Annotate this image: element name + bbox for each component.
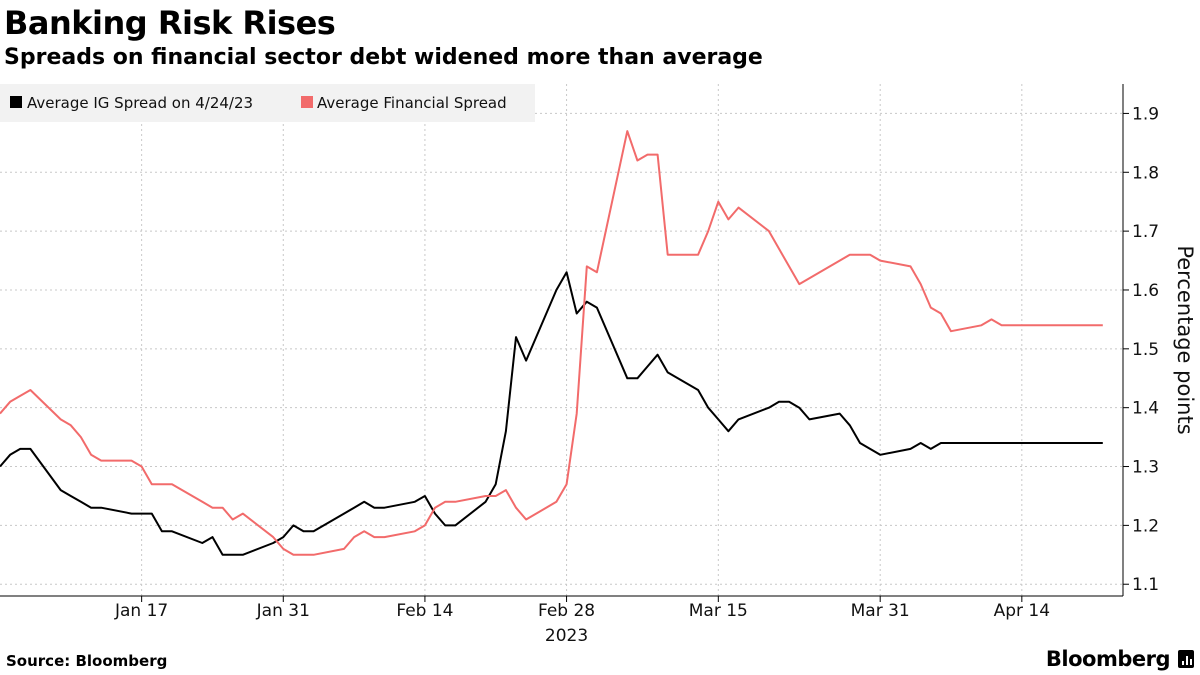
x-year-label: 2023 bbox=[545, 626, 588, 646]
x-tick-label: Feb 14 bbox=[396, 601, 453, 621]
x-ticks: Jan 17 Jan 31 Feb 14 Feb 28 Mar 15 Mar 31 Apr … bbox=[114, 596, 1050, 621]
series-line-ig-spread bbox=[0, 271, 1103, 556]
bloomberg-terminal-icon bbox=[1178, 650, 1194, 668]
y-tick-label: 1.9 bbox=[1132, 104, 1159, 124]
y-tick-label: 1.2 bbox=[1132, 516, 1159, 536]
y-tick-label: 1.7 bbox=[1132, 222, 1159, 242]
y-tick-label: 1.6 bbox=[1132, 281, 1159, 301]
y-tick-label: 1.3 bbox=[1132, 458, 1159, 478]
x-tick-label: Mar 15 bbox=[689, 601, 748, 621]
legend-background bbox=[0, 84, 535, 122]
y-axis-label: Percentage points bbox=[1173, 245, 1197, 434]
y-tick-label: 1.1 bbox=[1132, 575, 1159, 595]
y-tick-label: 1.5 bbox=[1132, 340, 1159, 360]
source-note: Source: Bloomberg bbox=[6, 652, 168, 670]
legend: Average IG Spread on 4/24/23 Average Fin… bbox=[0, 84, 535, 122]
x-tick-label: Jan 17 bbox=[114, 601, 168, 621]
legend-label-ig: Average IG Spread on 4/24/23 bbox=[27, 94, 253, 112]
legend-swatch-ig bbox=[10, 96, 22, 108]
x-tick-label: Mar 31 bbox=[851, 601, 910, 621]
series-lines bbox=[0, 130, 1103, 556]
x-tick-label: Jan 31 bbox=[256, 601, 310, 621]
chart-title: Banking Risk Rises bbox=[4, 4, 336, 42]
series-line-financial-spread bbox=[0, 130, 1103, 556]
chart-subtitle: Spreads on financial sector debt widened… bbox=[4, 45, 763, 70]
legend-swatch-financial bbox=[301, 96, 313, 108]
y-tick-label: 1.8 bbox=[1132, 163, 1159, 183]
x-tick-label: Apr 14 bbox=[994, 601, 1050, 621]
gridlines bbox=[0, 84, 1123, 596]
y-ticks: 1.1 1.2 1.3 1.4 1.5 1.6 1.7 1.8 1.9 bbox=[1123, 104, 1159, 595]
x-tick-label: Feb 28 bbox=[538, 601, 595, 621]
brand-logo: Bloomberg bbox=[1045, 647, 1171, 671]
y-tick-label: 1.4 bbox=[1132, 399, 1159, 419]
legend-label-financial: Average Financial Spread bbox=[317, 94, 507, 112]
